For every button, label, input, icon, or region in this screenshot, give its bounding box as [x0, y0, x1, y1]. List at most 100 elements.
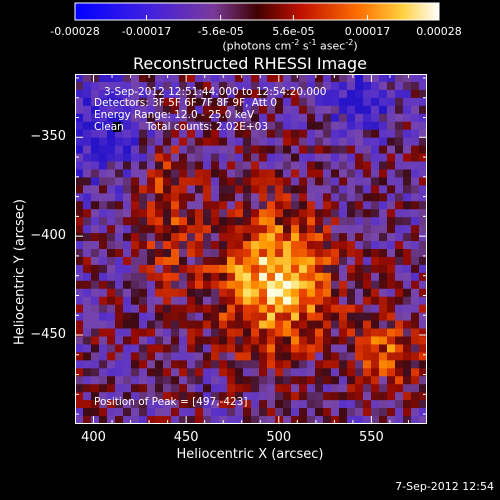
heatmap-cell — [331, 296, 340, 306]
heatmap-cell — [323, 272, 332, 282]
heatmap-cell — [299, 97, 308, 107]
heatmap-cell — [219, 217, 228, 226]
heatmap-cell — [283, 81, 292, 91]
heatmap-cell — [75, 376, 84, 385]
heatmap-cell — [83, 344, 92, 353]
heatmap-cell — [259, 272, 268, 282]
heatmap-cell — [379, 336, 388, 345]
heatmap-cell — [219, 129, 228, 139]
heatmap-cell — [147, 249, 156, 258]
heatmap-cell — [403, 384, 412, 393]
heatmap-cell — [403, 233, 412, 242]
heatmap-cell — [187, 121, 196, 131]
heatmap-cell — [371, 272, 380, 282]
heatmap-cell — [355, 89, 364, 99]
heatmap-cell — [171, 225, 180, 234]
heatmap-cell — [403, 113, 412, 123]
heatmap-cell — [315, 74, 324, 83]
heatmap-cell — [171, 105, 180, 115]
heatmap-cell — [107, 320, 116, 330]
heatmap-cell — [307, 272, 316, 282]
heatmap-cell — [275, 368, 284, 377]
heatmap-cell — [411, 408, 420, 417]
heatmap-cell — [75, 272, 84, 282]
heatmap-cell — [275, 193, 284, 202]
heatmap-cell — [99, 344, 108, 353]
heatmap-cell — [99, 296, 108, 306]
heatmap-cell — [347, 241, 356, 250]
heatmap-cell — [115, 81, 124, 91]
heatmap-cell — [235, 233, 244, 242]
heatmap-cell — [131, 280, 140, 290]
heatmap-cell — [147, 280, 156, 290]
units-exp3: -2 — [345, 38, 354, 47]
heatmap-cell — [379, 328, 388, 337]
heatmap-cell — [219, 288, 228, 298]
heatmap-cell — [123, 97, 132, 107]
heatmap-cell — [379, 201, 388, 210]
heatmap-cell — [115, 225, 124, 234]
units-close: ) — [353, 39, 358, 53]
heatmap-cell — [211, 256, 220, 266]
heatmap-cell — [91, 169, 100, 178]
heatmap-cell — [235, 296, 244, 306]
heatmap-cell — [331, 113, 340, 123]
heatmap-cell — [123, 113, 132, 123]
heatmap-cell — [251, 129, 260, 139]
heatmap-cell — [363, 368, 372, 377]
heatmap-cell — [99, 312, 108, 322]
heatmap-cell — [387, 105, 396, 115]
heatmap-cell — [227, 209, 236, 218]
heatmap-cell — [291, 193, 300, 202]
heatmap-cell — [75, 336, 84, 345]
heatmap-cell — [403, 392, 412, 401]
heatmap-cell — [115, 217, 124, 226]
heatmap-cell — [163, 288, 172, 298]
heatmap-cell — [339, 256, 348, 266]
heatmap-cell — [315, 129, 324, 139]
heatmap-cell — [403, 201, 412, 210]
heatmap-cell — [267, 201, 276, 210]
heatmap-cell — [315, 288, 324, 298]
heatmap-cell — [331, 209, 340, 218]
heatmap-cell — [243, 320, 252, 330]
heatmap-cell — [75, 121, 84, 131]
heatmap-cell — [275, 233, 284, 242]
heatmap-cell — [307, 288, 316, 298]
heatmap-cell — [387, 280, 396, 290]
heatmap-cell — [75, 113, 84, 123]
heatmap-cell — [171, 81, 180, 91]
heatmap-cell — [163, 264, 172, 274]
heatmap-cell — [371, 137, 380, 147]
heatmap-cell — [419, 288, 427, 298]
heatmap-cell — [123, 177, 132, 186]
heatmap-cell — [227, 225, 236, 234]
heatmap-cell — [347, 113, 356, 123]
heatmap-cell — [147, 360, 156, 369]
heatmap-cell — [123, 233, 132, 242]
heatmap-cell — [299, 344, 308, 353]
heatmap-cell — [91, 137, 100, 147]
heatmap-cell — [91, 153, 100, 162]
heatmap-cell — [91, 225, 100, 234]
heatmap-cell — [283, 384, 292, 393]
heatmap-cell — [363, 416, 372, 424]
heatmap-cell — [347, 400, 356, 409]
heatmap-cell — [147, 368, 156, 377]
heatmap-cell — [139, 336, 148, 345]
heatmap-cell — [315, 296, 324, 306]
heatmap-cell — [107, 201, 116, 210]
heatmap-cell — [187, 304, 196, 314]
heatmap-cell — [323, 328, 332, 337]
heatmap-cell — [315, 137, 324, 147]
heatmap-cell — [139, 153, 148, 162]
heatmap-cell — [75, 320, 84, 330]
heatmap-cell — [83, 225, 92, 234]
heatmap-cell — [195, 129, 204, 139]
heatmap-cell — [379, 312, 388, 322]
heatmap-cell — [419, 225, 427, 234]
heatmap-cell — [219, 320, 228, 330]
heatmap-cell — [179, 217, 188, 226]
heatmap-cell — [395, 74, 404, 83]
heatmap-cell — [331, 304, 340, 314]
